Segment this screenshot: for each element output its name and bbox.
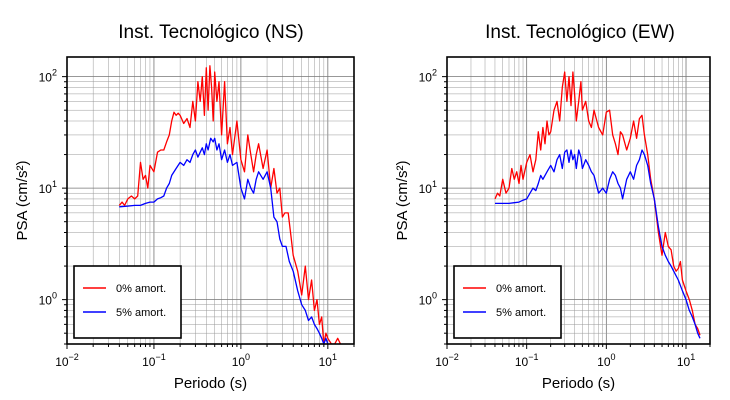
y-axis-label: PSA (cm/s²) xyxy=(14,160,31,240)
y-tick-label: 102 xyxy=(39,68,57,85)
legend: 0% amort. 5% amort. xyxy=(453,265,562,339)
series-line-undamped xyxy=(118,65,342,344)
plot-frame xyxy=(446,56,711,345)
legend-label: 0% amort. xyxy=(116,283,166,295)
x-tick-label: 10−2 xyxy=(55,352,79,369)
y-axis-label: PSA (cm/s²) xyxy=(394,160,411,240)
x-tick-label: 10−1 xyxy=(515,352,539,369)
series-line-damped xyxy=(119,137,329,344)
x-tick-label: 10−1 xyxy=(142,352,166,369)
x-tick-label: 101 xyxy=(677,352,695,369)
x-tick-label: 100 xyxy=(232,352,250,369)
legend-box xyxy=(73,265,182,339)
series-line-undamped xyxy=(494,71,701,336)
legend: 0% amort. 5% amort. xyxy=(73,265,182,339)
x-tick-label: 100 xyxy=(597,352,615,369)
plot-frame xyxy=(66,56,355,345)
series-line-damped xyxy=(495,149,701,339)
y-tick-label: 101 xyxy=(39,179,57,196)
y-tick-label: 100 xyxy=(419,291,437,308)
x-tick-label: 101 xyxy=(319,352,337,369)
chart-panel-2: Inst. Tecnológico (EW) 10−2 10−1 100 101 100 1… xyxy=(394,22,711,392)
y-tick-label: 101 xyxy=(419,179,437,196)
legend-label: 0% amort. xyxy=(496,283,546,295)
x-axis-label: Periodo (s) xyxy=(174,375,247,392)
x-tick-label: 10−2 xyxy=(435,352,459,369)
y-tick-label: 100 xyxy=(39,291,57,308)
chart-title: Inst. Tecnológico (NS) xyxy=(118,22,304,43)
chart-panel-1: Inst. Tecnológico (NS) 10−2 10−1 100 101 100 1… xyxy=(14,22,355,392)
x-axis-label: Periodo (s) xyxy=(542,375,615,392)
legend-label: 5% amort. xyxy=(116,307,166,319)
y-tick-label: 102 xyxy=(419,68,437,85)
legend-box xyxy=(453,265,562,339)
chart-title: Inst. Tecnológico (EW) xyxy=(485,22,675,43)
legend-label: 5% amort. xyxy=(496,307,546,319)
